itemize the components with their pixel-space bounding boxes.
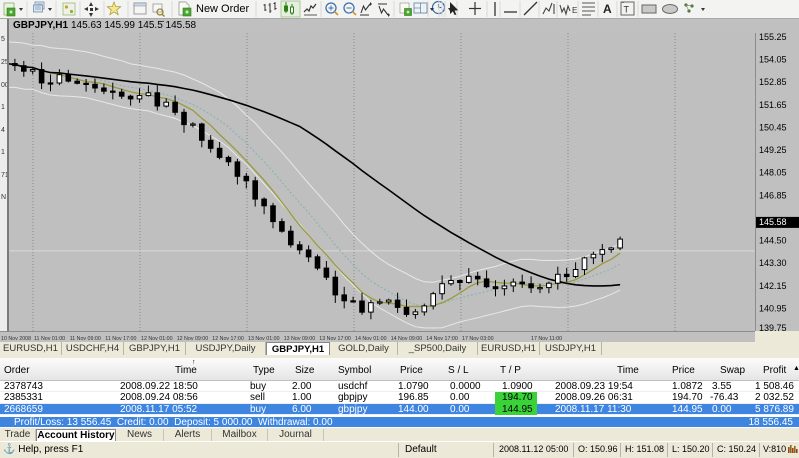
svg-text:25: 25 — [1, 59, 9, 66]
svg-text:E: E — [572, 6, 577, 15]
svg-text:New Order: New Order — [196, 3, 250, 15]
svg-text:71: 71 — [1, 172, 9, 179]
svg-text:N: N — [1, 194, 6, 201]
svg-text:140.95: 140.95 — [759, 303, 787, 313]
svg-text:152.85: 152.85 — [759, 77, 787, 87]
svg-text:144.50: 144.50 — [759, 236, 787, 246]
svg-text:150.45: 150.45 — [759, 123, 787, 133]
svg-text:154.05: 154.05 — [759, 55, 787, 65]
svg-text:149.25: 149.25 — [759, 145, 787, 155]
svg-text:145.58: 145.58 — [759, 217, 787, 227]
svg-text:151.65: 151.65 — [759, 100, 787, 110]
svg-text:A: A — [603, 2, 612, 16]
svg-text:1: 1 — [1, 149, 5, 156]
svg-text:T: T — [624, 5, 630, 15]
svg-text:155.25: 155.25 — [759, 33, 787, 42]
svg-text:139.75: 139.75 — [759, 323, 787, 331]
svg-text:1: 1 — [1, 104, 5, 111]
svg-text:143.30: 143.30 — [759, 258, 787, 268]
svg-text:00: 00 — [1, 82, 9, 89]
svg-text:4: 4 — [1, 127, 5, 134]
svg-text:142.15: 142.15 — [759, 281, 787, 291]
svg-text:5: 5 — [1, 36, 5, 43]
svg-text:146.85: 146.85 — [759, 190, 787, 200]
svg-text:148.05: 148.05 — [759, 168, 787, 178]
